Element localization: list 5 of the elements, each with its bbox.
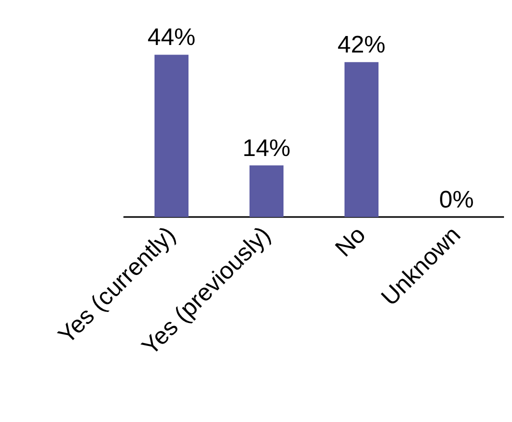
data-label: 44% [147, 24, 196, 52]
data-label: 14% [242, 134, 291, 162]
data-label: 42% [337, 32, 386, 59]
data-label: 0% [439, 186, 474, 214]
x-tick-label: No [330, 221, 372, 262]
